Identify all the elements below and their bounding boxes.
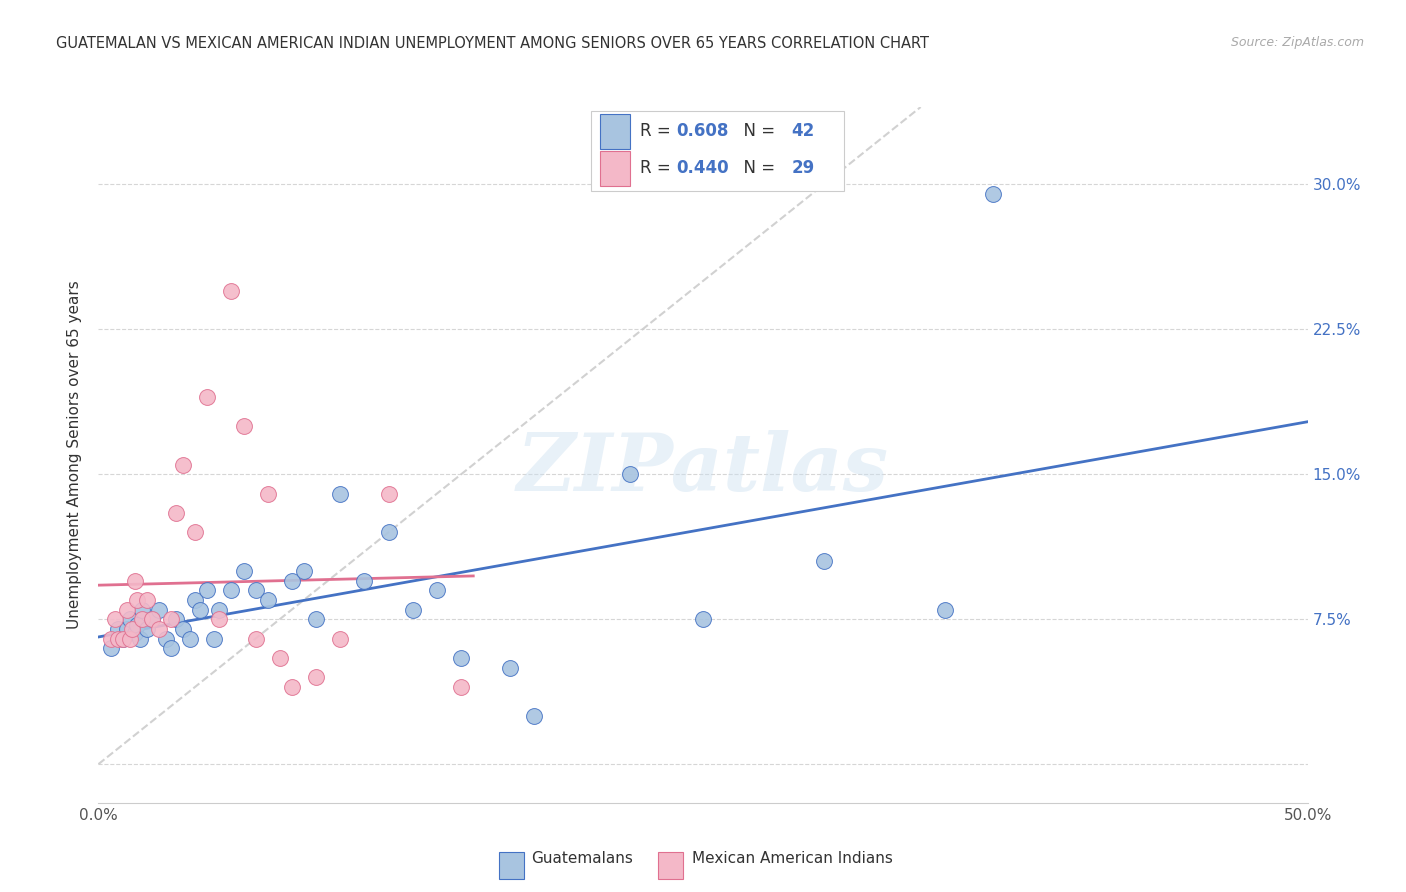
Point bbox=[148, 622, 170, 636]
Point bbox=[121, 622, 143, 636]
Point bbox=[813, 554, 835, 568]
Point bbox=[127, 618, 149, 632]
Point bbox=[107, 622, 129, 636]
Point bbox=[329, 486, 352, 500]
Point bbox=[221, 284, 243, 298]
Point bbox=[135, 622, 157, 636]
Point bbox=[692, 612, 714, 626]
Point bbox=[498, 660, 520, 674]
Point bbox=[131, 612, 153, 626]
Point bbox=[426, 583, 449, 598]
Point bbox=[124, 574, 146, 588]
Point bbox=[141, 612, 163, 626]
Point bbox=[256, 486, 278, 500]
Point bbox=[208, 602, 231, 616]
Point bbox=[377, 486, 399, 500]
Point bbox=[305, 670, 328, 684]
Point bbox=[281, 680, 304, 694]
Point bbox=[165, 506, 187, 520]
Point bbox=[118, 632, 141, 646]
Bar bbox=[600, 151, 630, 186]
Point bbox=[188, 602, 211, 616]
Text: GUATEMALAN VS MEXICAN AMERICAN INDIAN UNEMPLOYMENT AMONG SENIORS OVER 65 YEARS C: GUATEMALAN VS MEXICAN AMERICAN INDIAN UN… bbox=[56, 36, 929, 51]
Bar bbox=[600, 114, 630, 149]
Point bbox=[981, 187, 1004, 202]
Point bbox=[184, 592, 207, 607]
Point bbox=[450, 651, 472, 665]
Point bbox=[128, 632, 150, 646]
Point bbox=[160, 641, 183, 656]
Point bbox=[402, 602, 425, 616]
Point bbox=[232, 564, 254, 578]
Text: R =: R = bbox=[640, 122, 676, 140]
Point bbox=[100, 632, 122, 646]
Point bbox=[118, 612, 141, 626]
Point bbox=[131, 602, 153, 616]
Point bbox=[208, 612, 231, 626]
Point bbox=[107, 632, 129, 646]
Point bbox=[305, 612, 328, 626]
Text: 0.608: 0.608 bbox=[676, 122, 728, 140]
Point bbox=[179, 632, 201, 646]
Point bbox=[934, 602, 956, 616]
Point bbox=[245, 632, 267, 646]
Point bbox=[127, 592, 149, 607]
Point bbox=[292, 564, 315, 578]
Text: Guatemalans: Guatemalans bbox=[531, 851, 633, 865]
Point bbox=[221, 583, 243, 598]
Point bbox=[111, 632, 134, 646]
Point bbox=[329, 632, 352, 646]
Text: 0.440: 0.440 bbox=[676, 160, 730, 178]
Point bbox=[195, 583, 218, 598]
Point bbox=[104, 612, 127, 626]
Point bbox=[353, 574, 375, 588]
Point bbox=[195, 390, 218, 404]
Text: 42: 42 bbox=[792, 122, 814, 140]
Point bbox=[100, 641, 122, 656]
Point bbox=[117, 602, 139, 616]
Point bbox=[141, 612, 163, 626]
Text: N =: N = bbox=[734, 122, 780, 140]
Point bbox=[160, 612, 183, 626]
Point bbox=[450, 680, 472, 694]
Point bbox=[256, 592, 278, 607]
Point bbox=[148, 602, 170, 616]
Point bbox=[155, 632, 177, 646]
Point bbox=[172, 458, 194, 472]
Point bbox=[124, 625, 146, 640]
Point bbox=[523, 708, 546, 723]
FancyBboxPatch shape bbox=[591, 111, 845, 191]
Text: 29: 29 bbox=[792, 160, 814, 178]
Point bbox=[135, 592, 157, 607]
Point bbox=[204, 632, 226, 646]
Text: Source: ZipAtlas.com: Source: ZipAtlas.com bbox=[1230, 36, 1364, 49]
Text: R =: R = bbox=[640, 160, 676, 178]
Point bbox=[184, 525, 207, 540]
Point bbox=[377, 525, 399, 540]
Point bbox=[117, 622, 139, 636]
Point bbox=[165, 612, 187, 626]
Point bbox=[281, 574, 304, 588]
Point bbox=[269, 651, 291, 665]
Text: Mexican American Indians: Mexican American Indians bbox=[692, 851, 893, 865]
Point bbox=[232, 419, 254, 434]
Point bbox=[172, 622, 194, 636]
Point bbox=[111, 632, 134, 646]
Point bbox=[245, 583, 267, 598]
Text: N =: N = bbox=[734, 160, 780, 178]
Point bbox=[619, 467, 641, 482]
Text: ZIPatlas: ZIPatlas bbox=[517, 430, 889, 508]
Y-axis label: Unemployment Among Seniors over 65 years: Unemployment Among Seniors over 65 years bbox=[67, 281, 83, 629]
